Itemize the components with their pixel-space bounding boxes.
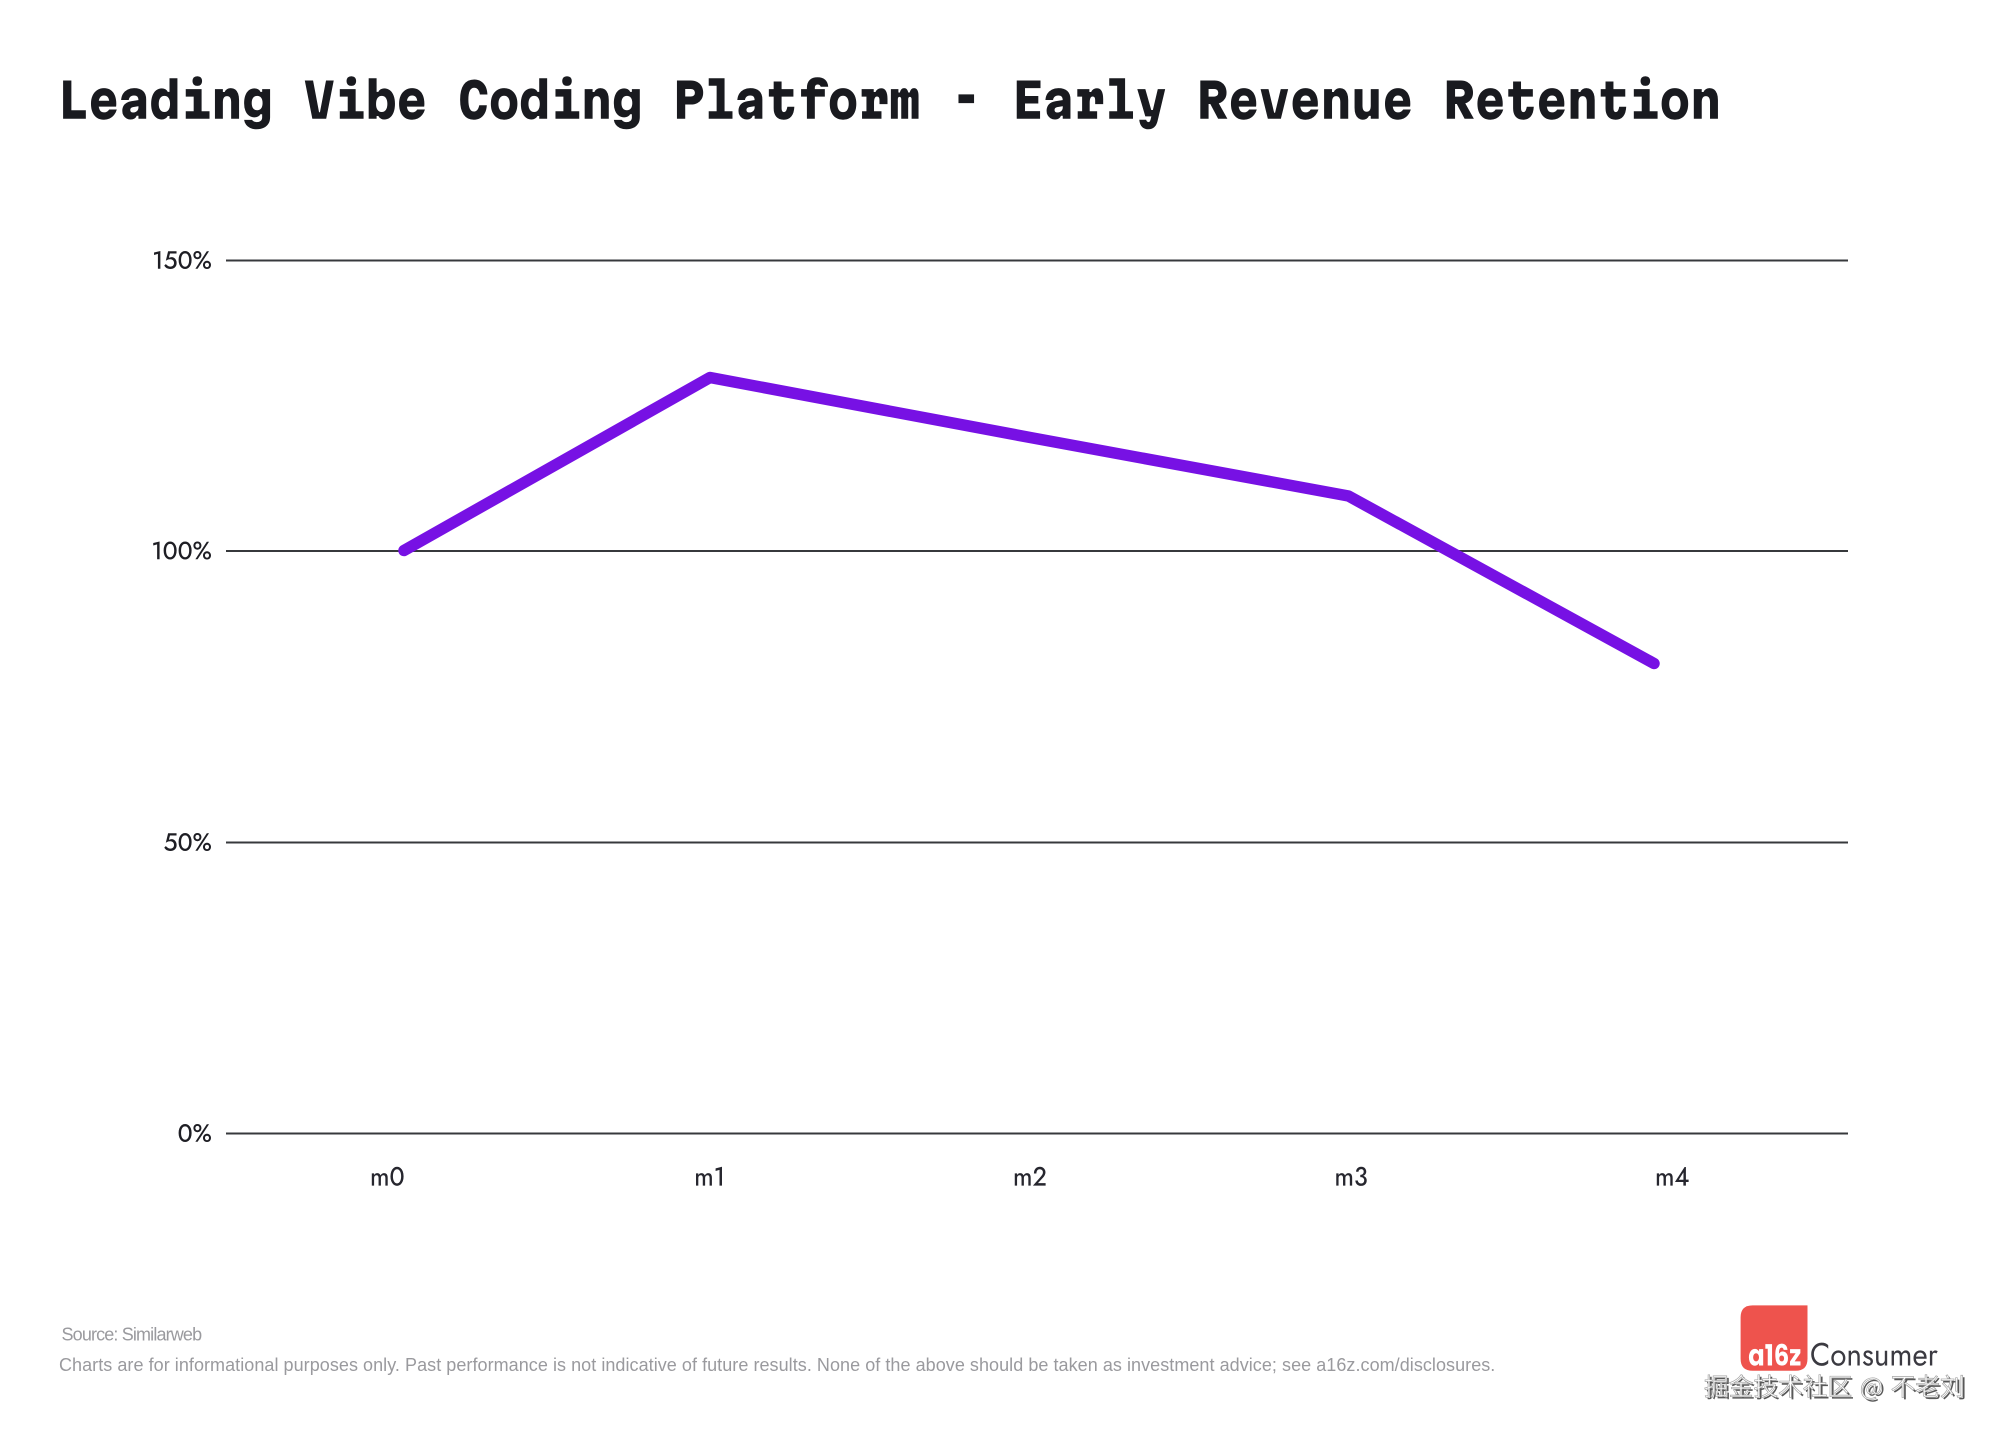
svg-text:Charts are for informational p: Charts are for informational purposes on… bbox=[59, 1355, 1495, 1375]
svg-text:Source: Similarweb: Source: Similarweb bbox=[62, 1325, 203, 1345]
